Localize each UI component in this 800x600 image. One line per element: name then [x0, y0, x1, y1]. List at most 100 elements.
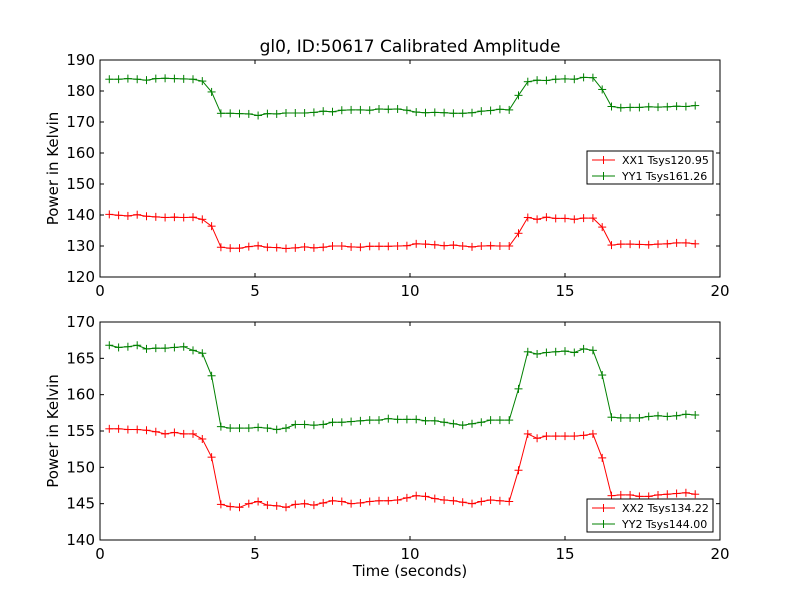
- data-point: [291, 420, 300, 429]
- data-point: [626, 240, 635, 249]
- data-point: [495, 496, 504, 505]
- x-tick-label: 15: [555, 282, 574, 300]
- data-point: [328, 107, 337, 116]
- data-point: [440, 496, 449, 505]
- data-point: [189, 429, 197, 438]
- legend: XX2 Tsys134.22 YY2 Tsys144.00: [586, 498, 714, 533]
- data-point: [458, 498, 467, 507]
- data-point: [244, 109, 253, 118]
- data-point: [328, 496, 337, 505]
- series-xx1: [105, 210, 700, 253]
- data-point: [588, 346, 597, 355]
- data-point: [588, 73, 597, 82]
- data-point: [635, 413, 644, 422]
- data-point: [337, 106, 346, 115]
- data-point: [309, 108, 318, 117]
- x-tick-label: 20: [710, 545, 729, 563]
- data-point: [300, 242, 309, 251]
- data-point: [263, 243, 272, 252]
- data-point: [161, 213, 170, 222]
- data-point: [402, 415, 411, 424]
- bottom-plot: 0 5 10 15 20 140 145 150 155 160 165 170 Power in Ke…: [44, 313, 730, 580]
- data-point: [384, 105, 393, 114]
- data-point: [691, 411, 700, 420]
- data-point: [133, 210, 142, 219]
- data-point: [123, 342, 132, 351]
- data-point: [375, 104, 383, 113]
- data-point: [151, 212, 160, 221]
- data-point: [244, 242, 253, 251]
- data-point: [551, 432, 560, 441]
- data-point: [170, 213, 179, 222]
- data-point: [412, 108, 421, 117]
- data-point: [114, 343, 123, 352]
- data-point: [412, 491, 421, 500]
- data-point: [393, 415, 402, 424]
- data-point: [561, 74, 569, 83]
- x-tick-label: 0: [95, 545, 105, 563]
- data-point: [300, 109, 309, 118]
- data-point: [570, 75, 579, 84]
- data-point: [319, 420, 328, 429]
- series-line: [109, 428, 696, 508]
- data-point: [579, 73, 588, 82]
- series-xx2: [105, 424, 700, 512]
- data-point: [328, 242, 337, 250]
- x-tick-label: 5: [250, 282, 260, 300]
- x-tick-label: 10: [400, 545, 419, 563]
- data-point: [672, 489, 681, 498]
- data-point: [495, 105, 504, 114]
- legend: XX1 Tsys120.95 YY1 Tsys161.26: [586, 150, 714, 185]
- x-axis-label: Time (seconds): [352, 562, 468, 580]
- data-point: [421, 108, 430, 117]
- y-tick-label: 140: [66, 206, 95, 224]
- data-point: [133, 425, 142, 434]
- data-point: [244, 424, 253, 433]
- data-point: [505, 242, 514, 250]
- data-point: [161, 429, 170, 438]
- data-point: [514, 384, 523, 393]
- data-point: [384, 242, 393, 251]
- data-point: [282, 503, 290, 512]
- data-point: [347, 417, 356, 426]
- data-point: [300, 499, 309, 508]
- data-point: [440, 108, 449, 117]
- y-tick-label: 160: [66, 144, 95, 162]
- data-point: [533, 76, 542, 85]
- data-point: [607, 413, 616, 422]
- data-point: [570, 432, 579, 441]
- x-tick-label: 15: [555, 545, 574, 563]
- data-point: [384, 414, 393, 423]
- data-point: [551, 214, 560, 223]
- data-point: [598, 371, 607, 380]
- data-point: [179, 74, 188, 83]
- x-tick-label: 20: [710, 282, 729, 300]
- data-point: [142, 426, 151, 435]
- data-point: [179, 429, 188, 438]
- data-point: [347, 242, 356, 251]
- series-line: [109, 213, 696, 250]
- data-point: [468, 499, 476, 508]
- data-point: [216, 500, 225, 509]
- data-point: [402, 493, 411, 502]
- data-point: [105, 341, 114, 350]
- data-point: [551, 75, 560, 84]
- data-point: [198, 77, 207, 86]
- data-point: [430, 108, 439, 117]
- data-point: [616, 413, 625, 422]
- y-tick-label: 165: [66, 349, 95, 367]
- data-point: [691, 490, 700, 499]
- x-tick-label: 10: [400, 282, 419, 300]
- data-point: [579, 431, 588, 440]
- data-point: [235, 109, 244, 118]
- data-point: [644, 412, 653, 421]
- data-point: [244, 499, 253, 508]
- data-point: [523, 77, 532, 86]
- y-tick-label: 150: [66, 458, 95, 476]
- legend-label: XX2 Tsys134.22: [622, 502, 709, 515]
- data-point: [588, 429, 597, 438]
- data-point: [151, 427, 160, 436]
- data-point: [607, 102, 616, 111]
- y-tick-label: 155: [66, 422, 95, 440]
- data-point: [393, 242, 402, 250]
